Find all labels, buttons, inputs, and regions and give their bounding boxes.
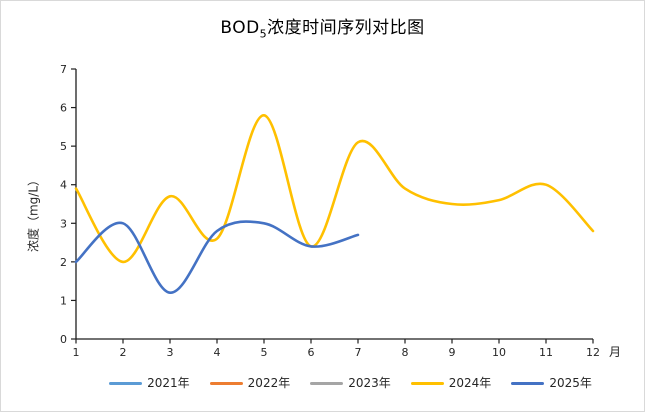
x-tick-label: 10 bbox=[492, 346, 506, 359]
y-tick-label: 5 bbox=[60, 140, 67, 153]
x-tick-label: 12 bbox=[586, 346, 600, 359]
series-line-2025 bbox=[74, 220, 360, 294]
chart-title: BOD5浓度时间序列对比图 bbox=[1, 13, 644, 40]
legend-label: 2023年 bbox=[348, 376, 391, 390]
chart-title-prefix: BOD bbox=[220, 18, 260, 38]
series-line-2024 bbox=[74, 114, 595, 264]
legend-item-2022: 2022年 bbox=[209, 376, 291, 390]
x-tick-label: 4 bbox=[214, 346, 221, 359]
legend-item-2023: 2023年 bbox=[310, 377, 391, 389]
y-tick-label: 7 bbox=[60, 63, 67, 76]
legend-line-swatch bbox=[511, 381, 545, 385]
x-tick-label: 1 bbox=[73, 346, 80, 359]
legend-label: 2025年 bbox=[549, 376, 592, 390]
legend-item-2021: 2021年 bbox=[109, 377, 190, 389]
legend-line-swatch bbox=[410, 381, 444, 385]
x-tick-label: 9 bbox=[449, 346, 456, 359]
legend-label: 2022年 bbox=[247, 376, 291, 390]
x-tick-label: 2 bbox=[120, 346, 127, 359]
y-tick-label: 6 bbox=[60, 102, 67, 115]
chart-title-suffix: 浓度时间序列对比图 bbox=[267, 18, 425, 38]
legend-item-2024: 2024年 bbox=[410, 376, 492, 390]
legend-line-swatch bbox=[109, 381, 143, 385]
x-axis-unit-label: 月 bbox=[609, 345, 621, 359]
x-tick-label: 7 bbox=[355, 346, 362, 359]
y-tick-label: 1 bbox=[60, 294, 67, 307]
legend: 2021年 2022年 2023年 2024年 2025年 bbox=[29, 376, 644, 390]
legend-line-swatch bbox=[209, 381, 243, 385]
x-tick-label: 8 bbox=[402, 346, 409, 359]
x-tick-label: 11 bbox=[539, 346, 553, 359]
y-tick-label: 2 bbox=[60, 256, 67, 269]
x-tick-label: 3 bbox=[167, 346, 174, 359]
legend-line-swatch bbox=[310, 381, 344, 385]
chart-title-subscript: 5 bbox=[259, 27, 268, 41]
x-tick-label: 5 bbox=[261, 346, 268, 359]
y-tick-label: 0 bbox=[60, 333, 67, 346]
x-tick-label: 6 bbox=[308, 346, 315, 359]
legend-label: 2021年 bbox=[147, 376, 190, 390]
y-tick-label: 3 bbox=[60, 217, 67, 230]
legend-label: 2024年 bbox=[448, 376, 492, 390]
y-tick-label: 4 bbox=[60, 179, 67, 192]
legend-item-2025: 2025年 bbox=[511, 377, 592, 389]
